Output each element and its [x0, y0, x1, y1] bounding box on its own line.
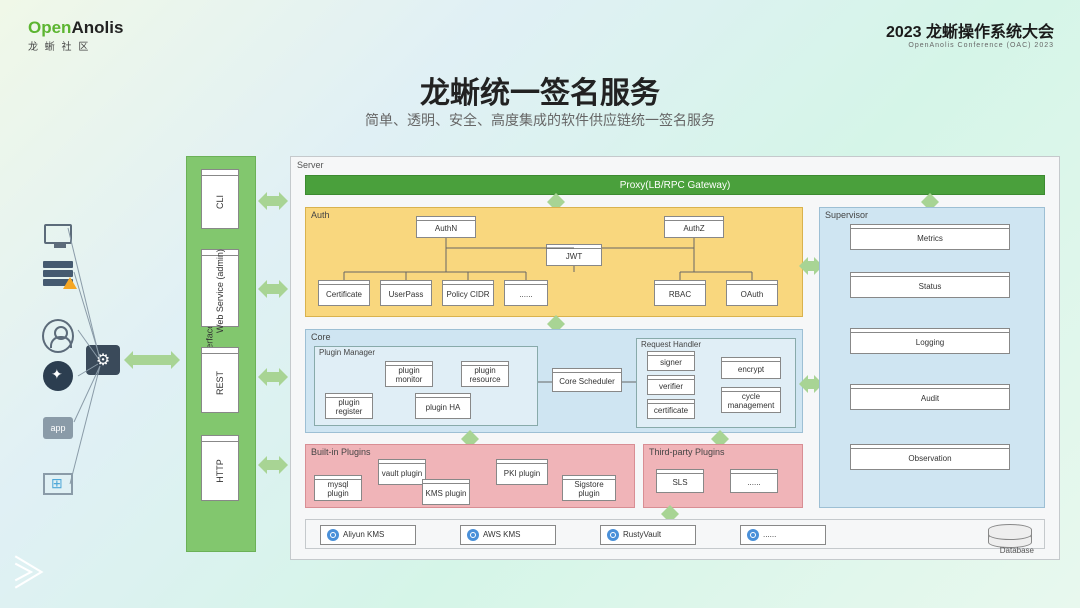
arrow-gear-clientif [124, 351, 180, 369]
header-right: 2023 龙蜥操作系统大会 OpenAnolis Conference (OAC… [886, 18, 1054, 49]
arrow-cif-server-4 [258, 456, 288, 474]
rh-cert: certificate [647, 403, 695, 419]
rh-cycle: cycle management [721, 391, 781, 413]
pm-monitor: plugin monitor [385, 365, 433, 387]
server-icon [42, 258, 74, 290]
tp-more: ...... [730, 473, 778, 493]
userpass-box: UserPass [380, 284, 432, 306]
bi-kms: KMS plugin [422, 483, 470, 505]
arrow-cif-server-1 [258, 192, 288, 210]
key-icon [327, 529, 339, 541]
server-label: Server [297, 160, 324, 170]
plugin-manager: Plugin Manager plugin monitor plugin res… [314, 346, 538, 426]
client-interface: Client Interface CLI Web Service (admin)… [186, 156, 256, 552]
pm-ha: plugin HA [415, 397, 471, 419]
logo-open: Open [28, 18, 71, 37]
supervisor-panel: Supervisor Metrics Status Logging Audit … [819, 207, 1045, 508]
authn-more-box: ...... [504, 284, 548, 306]
rbac-box: RBAC [654, 284, 706, 306]
pm-label: Plugin Manager [319, 348, 375, 357]
cif-http: HTTP [201, 441, 239, 501]
sv-obs: Observation [850, 448, 1010, 470]
chevron-icon [10, 551, 52, 598]
sv-audit: Audit [850, 388, 1010, 410]
windows-icon [42, 468, 74, 500]
arrow-cif-server-3 [258, 368, 288, 386]
event-sub: OpenAnolis Conference (OAC) 2023 [886, 42, 1054, 49]
kms-aws: AWS KMS [460, 525, 556, 545]
third-label: Third-party Plugins [649, 447, 725, 457]
bi-mysql: mysql plugin [314, 479, 362, 501]
third-panel: Third-party Plugins SLS ...... [643, 444, 803, 508]
core-label: Core [311, 332, 331, 342]
kms-rusty: RustyVault [600, 525, 696, 545]
authz-box: AuthZ [664, 220, 724, 238]
key-icon [607, 529, 619, 541]
app-icon: app [42, 412, 74, 444]
bi-sigstore: Sigstore plugin [562, 479, 616, 501]
sv-status: Status [850, 276, 1010, 298]
logo: OpenAnolis [28, 18, 123, 38]
database-icon: Database [988, 524, 1032, 546]
auth-label: Auth [311, 210, 330, 220]
builtin-label: Built-in Plugins [311, 447, 371, 457]
sv-logging: Logging [850, 332, 1010, 354]
header-left: OpenAnolis 龙 蜥 社 区 [28, 18, 123, 53]
rh-verifier: verifier [647, 379, 695, 395]
bi-pki: PKI plugin [496, 463, 548, 485]
authn-box: AuthN [416, 220, 476, 238]
key-icon [467, 529, 479, 541]
cif-web: Web Service (admin) [201, 255, 239, 327]
pm-register: plugin register [325, 397, 373, 419]
kms-more: ...... [740, 525, 826, 545]
rh-signer: signer [647, 355, 695, 371]
cif-rest: REST [201, 353, 239, 413]
policy-box: Policy CIDR [442, 284, 494, 306]
cif-cli: CLI [201, 175, 239, 229]
compass-icon [42, 360, 74, 392]
proxy-bar: Proxy(LB/RPC Gateway) [305, 175, 1045, 195]
page-title: 龙蜥统一签名服务 [0, 68, 1080, 112]
core-scheduler: Core Scheduler [552, 372, 622, 392]
bi-vault: vault plugin [378, 463, 426, 485]
gear-icon: ⚙ [86, 345, 120, 375]
key-icon [747, 529, 759, 541]
logo-sub: 龙 蜥 社 区 [28, 38, 123, 53]
rh-label: Request Handler [641, 340, 701, 349]
tp-sls: SLS [656, 473, 704, 493]
auth-panel: Auth AuthN AuthZ JWT Certificate UserPas… [305, 207, 803, 317]
oauth-box: OAuth [726, 284, 778, 306]
builtin-panel: Built-in Plugins mysql plugin vault plug… [305, 444, 635, 508]
supervisor-label: Supervisor [825, 210, 868, 220]
sv-metrics: Metrics [850, 228, 1010, 250]
page-subtitle: 简单、透明、安全、高度集成的软件供应链统一签名服务 [0, 110, 1080, 130]
kms-row: Aliyun KMS AWS KMS RustyVault ...... Dat… [305, 519, 1045, 549]
logo-anolis: Anolis [71, 18, 123, 37]
request-handler: Request Handler signer verifier certific… [636, 338, 796, 428]
user-icon [42, 320, 74, 352]
pm-resource: plugin resource [461, 365, 509, 387]
rh-encrypt: encrypt [721, 361, 781, 379]
server-container: Server Proxy(LB/RPC Gateway) Auth AuthN … [290, 156, 1060, 560]
core-panel: Core Plugin Manager plugin monitor plugi… [305, 329, 803, 433]
client-icons: app [28, 210, 88, 508]
monitor-icon [42, 218, 74, 250]
kms-aliyun: Aliyun KMS [320, 525, 416, 545]
db-label: Database [1000, 546, 1034, 555]
jwt-box: JWT [546, 248, 602, 266]
arrow-cif-server-2 [258, 280, 288, 298]
cert-box: Certificate [318, 284, 370, 306]
event-title: 2023 龙蜥操作系统大会 [886, 18, 1054, 42]
